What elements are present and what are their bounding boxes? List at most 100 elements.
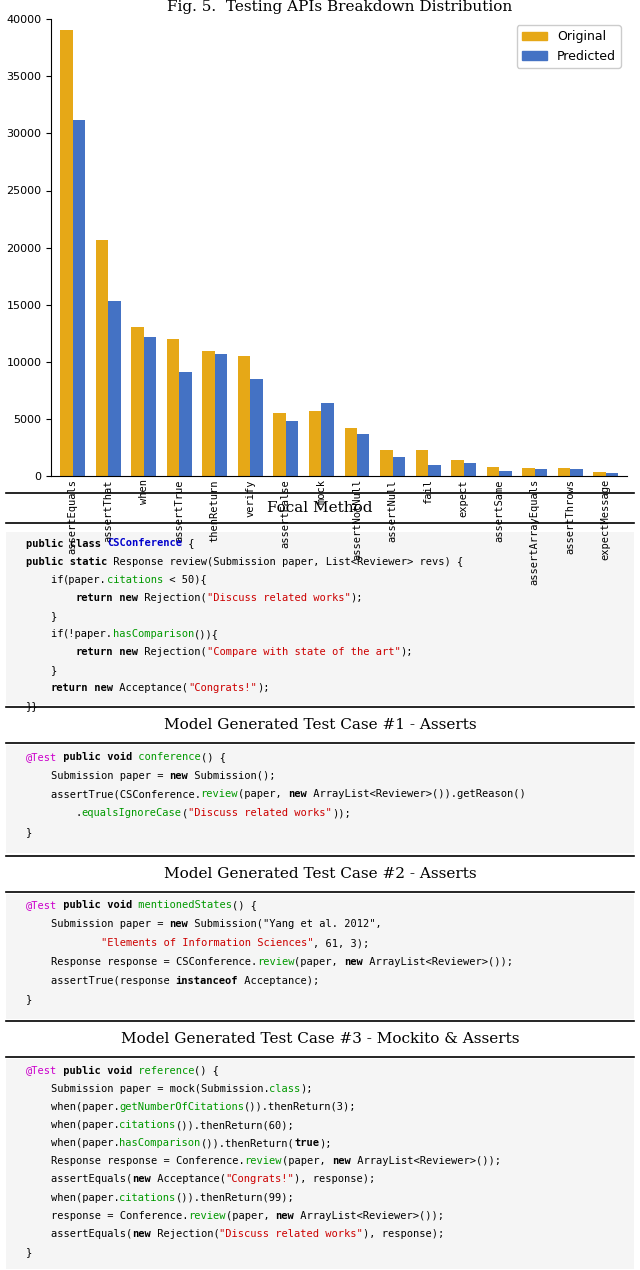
Text: ArrayList<Reviewer>());: ArrayList<Reviewer>()); bbox=[363, 956, 513, 966]
Text: assertTrue(CSConference.: assertTrue(CSConference. bbox=[26, 790, 200, 799]
Bar bbox=[593, 471, 606, 476]
Text: }: } bbox=[26, 994, 32, 1005]
Text: void: void bbox=[100, 900, 132, 911]
Text: when(paper.: when(paper. bbox=[26, 1120, 119, 1130]
Text: hasComparison: hasComparison bbox=[113, 629, 195, 639]
Text: CSConference: CSConference bbox=[107, 538, 182, 549]
Text: () {: () { bbox=[200, 752, 226, 762]
Text: "Elements of Information Sciences": "Elements of Information Sciences" bbox=[26, 939, 313, 947]
Bar bbox=[215, 354, 227, 476]
Bar bbox=[179, 372, 191, 476]
Text: @Test: @Test bbox=[26, 1066, 57, 1076]
Text: conference: conference bbox=[132, 752, 200, 762]
Text: getNumberOfCitations: getNumberOfCitations bbox=[119, 1102, 244, 1111]
Legend: Original, Predicted: Original, Predicted bbox=[517, 25, 621, 67]
Bar bbox=[167, 339, 179, 476]
Bar bbox=[108, 301, 120, 476]
Text: review: review bbox=[200, 790, 238, 799]
Bar bbox=[558, 469, 570, 476]
Text: }: } bbox=[26, 1247, 32, 1257]
Text: void: void bbox=[100, 1066, 132, 1076]
Text: ()).thenReturn(3);: ()).thenReturn(3); bbox=[244, 1102, 357, 1111]
Text: "Discuss related works": "Discuss related works" bbox=[188, 808, 332, 818]
Text: review: review bbox=[188, 1210, 226, 1220]
Text: );: ); bbox=[319, 1138, 332, 1148]
Bar bbox=[357, 434, 369, 476]
Text: assertTrue(response: assertTrue(response bbox=[26, 975, 175, 986]
Text: );: ); bbox=[351, 593, 363, 602]
Bar bbox=[344, 428, 357, 476]
Text: if: if bbox=[26, 574, 63, 584]
Text: ArrayList<Reviewer>());: ArrayList<Reviewer>()); bbox=[351, 1157, 500, 1166]
Text: );: ); bbox=[257, 683, 269, 692]
Text: @Test: @Test bbox=[26, 752, 57, 762]
Text: citations: citations bbox=[107, 574, 163, 584]
Text: ()){: ()){ bbox=[195, 629, 220, 639]
Text: new: new bbox=[132, 1229, 150, 1240]
Text: Rejection(: Rejection( bbox=[138, 593, 207, 602]
Text: public: public bbox=[57, 900, 100, 911]
Bar bbox=[238, 356, 250, 476]
Title: Fig. 5.  Testing APIs Breakdown Distribution: Fig. 5. Testing APIs Breakdown Distribut… bbox=[166, 0, 512, 14]
Text: .: . bbox=[26, 808, 82, 818]
Text: Rejection(: Rejection( bbox=[150, 1229, 220, 1240]
Text: when(paper.: when(paper. bbox=[26, 1102, 119, 1111]
Text: citations: citations bbox=[119, 1120, 175, 1130]
Text: (paper,: (paper, bbox=[226, 1210, 276, 1220]
Text: (: ( bbox=[182, 808, 188, 818]
Text: Response review(Submission paper, List<Reviewer> revs) {: Response review(Submission paper, List<R… bbox=[107, 556, 463, 566]
Text: new: new bbox=[132, 1175, 150, 1185]
Text: public class: public class bbox=[26, 538, 107, 549]
Text: equalsIgnoreCase: equalsIgnoreCase bbox=[82, 808, 182, 818]
Text: @Test: @Test bbox=[26, 900, 57, 911]
Text: (paper.: (paper. bbox=[63, 574, 107, 584]
Text: ArrayList<Reviewer>()).getReason(): ArrayList<Reviewer>()).getReason() bbox=[307, 790, 525, 799]
Text: "Compare with state of the art": "Compare with state of the art" bbox=[207, 646, 401, 657]
Bar bbox=[273, 414, 286, 476]
Text: (paper,: (paper, bbox=[294, 956, 344, 966]
Text: );: ); bbox=[301, 1083, 313, 1093]
Text: ()).thenReturn(99);: ()).thenReturn(99); bbox=[175, 1193, 294, 1203]
Text: ArrayList<Reviewer>());: ArrayList<Reviewer>()); bbox=[294, 1210, 444, 1220]
Text: true: true bbox=[294, 1138, 319, 1148]
Text: }: } bbox=[26, 611, 57, 621]
Bar bbox=[72, 119, 85, 476]
Text: public: public bbox=[57, 1066, 100, 1076]
Text: Submission();: Submission(); bbox=[188, 771, 276, 781]
Text: new: new bbox=[288, 790, 307, 799]
Text: "Congrats!": "Congrats!" bbox=[226, 1175, 294, 1185]
Text: new: new bbox=[170, 919, 188, 930]
Text: (paper,: (paper, bbox=[282, 1157, 332, 1166]
Bar bbox=[463, 462, 476, 476]
Bar bbox=[143, 337, 156, 476]
Text: assertEquals(: assertEquals( bbox=[26, 1175, 132, 1185]
Bar bbox=[131, 326, 143, 476]
Text: (paper,: (paper, bbox=[238, 790, 288, 799]
Bar bbox=[380, 450, 392, 476]
Text: return: return bbox=[76, 646, 113, 657]
Text: }}: }} bbox=[26, 701, 38, 711]
Text: {: { bbox=[182, 538, 195, 549]
Text: ()).thenReturn(: ()).thenReturn( bbox=[200, 1138, 294, 1148]
Text: public static: public static bbox=[26, 556, 107, 566]
Text: review: review bbox=[244, 1157, 282, 1166]
Text: new: new bbox=[276, 1210, 294, 1220]
Text: new: new bbox=[170, 771, 188, 781]
Bar bbox=[95, 240, 108, 476]
Text: Acceptance(: Acceptance( bbox=[150, 1175, 226, 1185]
Text: citations: citations bbox=[119, 1193, 175, 1203]
Text: }: } bbox=[26, 664, 57, 674]
Text: < 50){: < 50){ bbox=[163, 574, 207, 584]
Text: "Congrats!": "Congrats!" bbox=[188, 683, 257, 692]
Text: Submission("Yang et al. 2012",: Submission("Yang et al. 2012", bbox=[188, 919, 382, 930]
Text: Acceptance(: Acceptance( bbox=[113, 683, 188, 692]
Bar bbox=[522, 469, 535, 476]
Bar bbox=[606, 472, 618, 476]
Text: public: public bbox=[57, 752, 100, 762]
Bar bbox=[415, 450, 428, 476]
Text: response = Conference.: response = Conference. bbox=[26, 1210, 188, 1220]
Text: ()).thenReturn(60);: ()).thenReturn(60); bbox=[175, 1120, 294, 1130]
Text: Acceptance);: Acceptance); bbox=[238, 975, 319, 986]
Text: instanceof: instanceof bbox=[175, 975, 238, 986]
Text: return: return bbox=[76, 593, 113, 602]
